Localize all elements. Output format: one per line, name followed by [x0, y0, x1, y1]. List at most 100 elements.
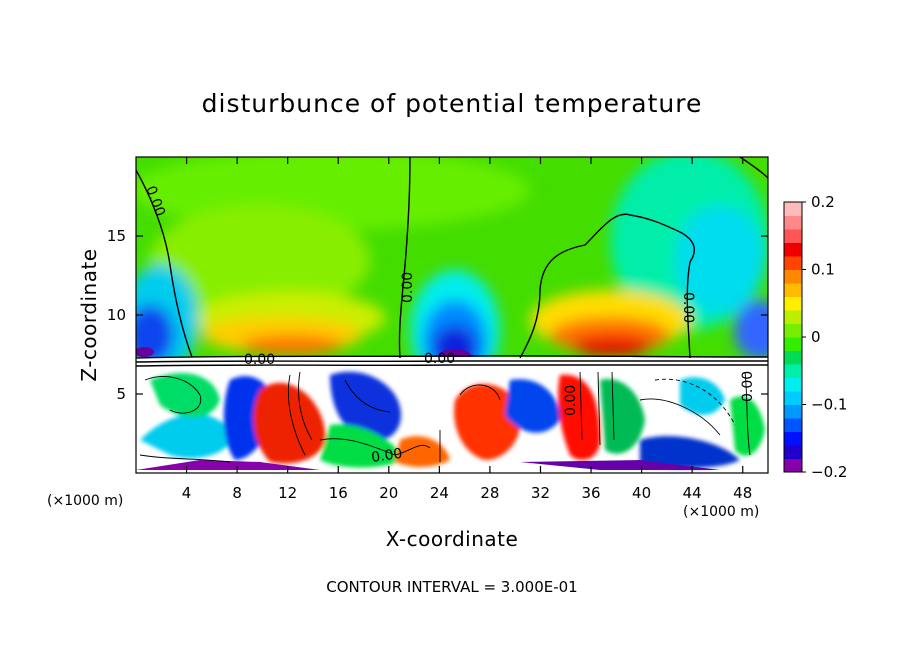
x-unit-right: (×1000 m)	[683, 504, 759, 520]
colorbar-swatch	[784, 377, 802, 392]
x-tick-label: 24	[430, 484, 449, 502]
contour-line	[287, 374, 306, 456]
field-blob	[572, 335, 652, 355]
x-axis-label: X-coordinate	[386, 527, 519, 551]
field-blob	[734, 300, 768, 360]
field-blob	[320, 424, 405, 468]
colorbar	[784, 202, 802, 473]
colorbar-swatch	[784, 418, 802, 432]
colorbar-swatch	[784, 323, 802, 338]
field-blob	[136, 460, 320, 470]
chart-title: disturbunce of potential temperature	[202, 89, 703, 118]
colorbar-swatch	[784, 445, 802, 459]
colorbar-swatch	[784, 215, 802, 230]
colorbar-swatch	[784, 350, 802, 365]
contour-line	[611, 371, 615, 441]
field-blob	[505, 379, 560, 433]
contour-interval-note: CONTOUR INTERVAL = 3.000E-01	[326, 578, 577, 596]
field-blob	[136, 357, 768, 369]
x-ticks: 4 8 12 16 20 24 28 32 36 40 44 48	[182, 157, 752, 502]
field-blob	[140, 413, 232, 459]
contour-lines	[139, 371, 751, 463]
contour-line	[139, 454, 231, 463]
field-blob	[242, 335, 342, 355]
contour-label: 0.00	[563, 385, 579, 416]
contour-label: 0.00	[740, 371, 756, 402]
contour-band-line	[136, 355, 768, 359]
y-ticks: 5 10 15	[107, 227, 768, 403]
contour-labels: 0.00 0.00 0.00 0.00 0.00 0.00 0.00 0.00	[142, 184, 756, 466]
x-tick-label: 8	[232, 484, 242, 502]
contour-label: 0.00	[680, 292, 696, 323]
contour-line	[639, 398, 721, 436]
y-tick-label: 10	[107, 306, 126, 324]
x-tick-label: 32	[531, 484, 550, 502]
contour-label: 0.00	[370, 446, 403, 466]
colorbar-swatch	[784, 458, 802, 473]
field-blob	[136, 347, 154, 357]
field-blob	[558, 374, 600, 460]
x-unit-left: (×1000 m)	[47, 493, 123, 509]
colorbar-swatch	[784, 296, 802, 311]
contour-line	[459, 384, 501, 401]
contour-line	[744, 371, 751, 456]
colorbar-swatch	[784, 404, 802, 419]
colorbar-swatch	[784, 242, 802, 257]
y-axis-label: Z-coordinate	[77, 248, 101, 381]
field-blob	[600, 379, 645, 454]
plot-area: 0.00 0.00 0.00 0.00 0.00 0.00 0.00 0.00	[136, 157, 768, 473]
x-tick-label: 20	[379, 484, 398, 502]
contour-line	[144, 376, 202, 414]
x-tick-label: 12	[278, 484, 297, 502]
x-tick-label: 4	[182, 484, 192, 502]
x-tick-label: 48	[733, 484, 752, 502]
field-blob	[675, 205, 765, 315]
field-blob	[150, 205, 370, 315]
x-tick-label: 16	[329, 484, 348, 502]
colorbar-ticks: 0.2 0.1 0 −0.1 −0.2	[802, 193, 847, 481]
x-tick-label: 44	[683, 484, 702, 502]
y-tick-label: 5	[116, 385, 126, 403]
contour-line	[597, 371, 601, 446]
contour-band-line	[136, 364, 768, 367]
contour-line	[654, 378, 736, 426]
colorbar-tick-label: −0.1	[811, 396, 847, 414]
colorbar-tick-label: 0.2	[811, 193, 835, 211]
field-blob	[330, 371, 401, 441]
field-blob	[640, 436, 740, 469]
field-blob	[150, 372, 220, 418]
colorbar-tick-label: 0	[811, 328, 821, 346]
x-tick-label: 40	[632, 484, 651, 502]
colorbar-tick-label: −0.2	[811, 463, 847, 481]
colorbar-swatch	[784, 202, 802, 216]
contour-zero-line	[519, 213, 696, 359]
x-tick-label: 36	[581, 484, 600, 502]
colorbar-swatch	[784, 229, 802, 243]
colorbar-swatch	[784, 391, 802, 405]
contour-label: 0.00	[424, 351, 455, 367]
colorbar-swatch	[784, 269, 802, 284]
field-blob	[454, 383, 521, 460]
x-tick-label: 28	[480, 484, 499, 502]
field-blob	[680, 377, 725, 415]
colorbar-swatch	[784, 256, 802, 270]
field-blob	[253, 382, 326, 464]
contour-label: 0.00	[244, 352, 275, 368]
contour-line	[579, 371, 583, 441]
field-blob	[395, 436, 450, 467]
y-tick-label: 15	[107, 227, 126, 245]
lower-field	[140, 371, 765, 469]
colorbar-swatch	[784, 283, 802, 297]
contour-band-line	[136, 360, 768, 363]
colorbar-swatch	[784, 431, 802, 446]
contour-zero-line	[136, 169, 193, 358]
contour-line	[319, 438, 431, 456]
field-blob	[520, 460, 720, 470]
contour-line	[298, 371, 313, 441]
colorbar-swatch	[784, 337, 802, 351]
contour-zero-line	[398, 157, 411, 359]
contour-label: 0.00	[400, 272, 416, 303]
contour-lines	[136, 157, 768, 367]
contour-line	[344, 379, 391, 413]
